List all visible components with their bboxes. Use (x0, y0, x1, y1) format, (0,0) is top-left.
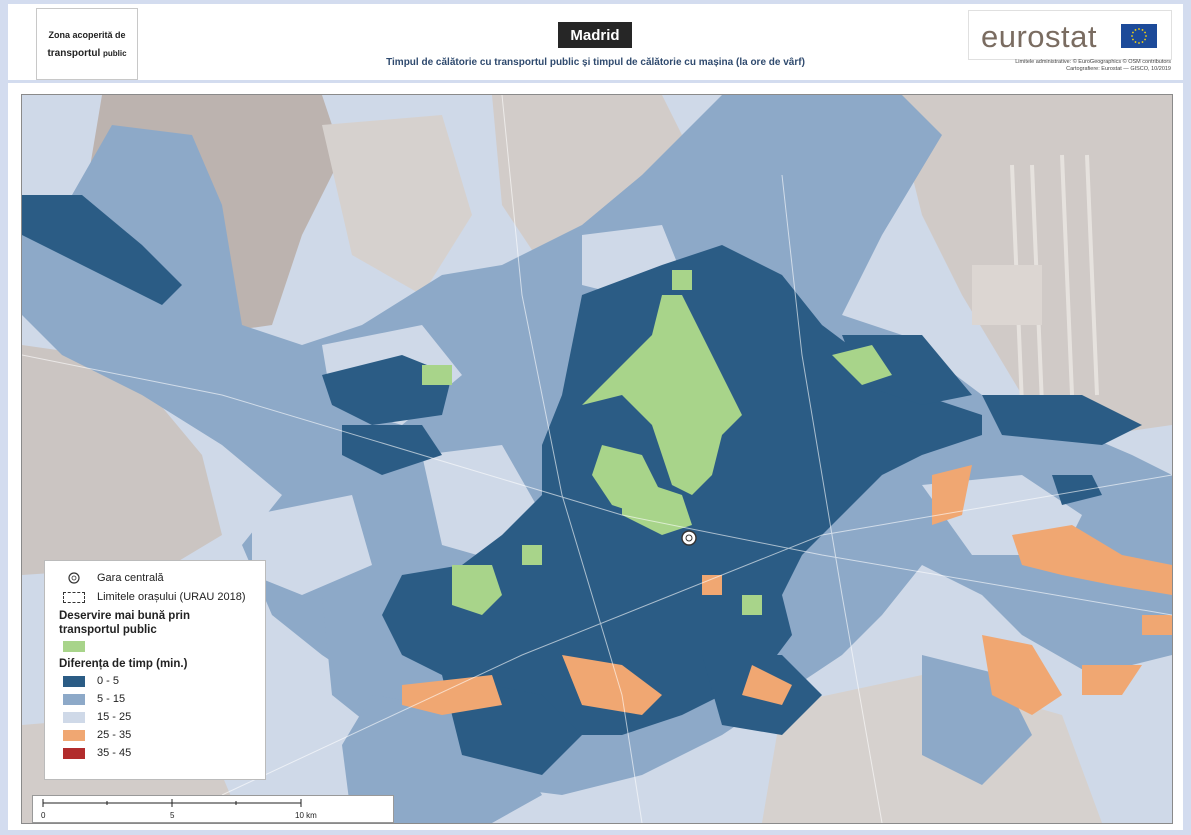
eu-star (1132, 38, 1134, 41)
station-pin-icon[interactable] (681, 530, 697, 546)
zone-line2: transportul public (47, 48, 126, 59)
legend-class-label: 5 - 15 (97, 693, 126, 705)
legend-row-class-0: 0 - 5 (63, 675, 119, 687)
legend-row-class-4: 35 - 45 (63, 747, 131, 759)
eu-star (1141, 41, 1144, 43)
eu-star (1138, 42, 1140, 44)
legend-row-better (63, 641, 97, 652)
legend-class-label: 15 - 25 (97, 711, 132, 723)
airport-runways (972, 154, 1099, 406)
legend-class-label: 35 - 45 (97, 747, 132, 759)
zone-25-35 (402, 465, 1172, 715)
legend-better-title: Deservire mai bună prin transportul publ… (59, 610, 191, 636)
legend-row-class-2: 15 - 25 (63, 711, 131, 723)
map-subtitle: Timpul de călătorie cu transportul publi… (386, 57, 805, 68)
scale-bar-graphic: 0 5 10 km (41, 799, 317, 820)
eu-star (1134, 41, 1137, 43)
class-swatch (63, 747, 85, 759)
eu-star (1141, 29, 1144, 31)
eu-flag-icon (1121, 24, 1157, 48)
eu-star (1134, 29, 1137, 31)
eu-star (1138, 28, 1140, 30)
station-pin-icon (68, 572, 80, 584)
logo-text: eurostat (981, 19, 1098, 54)
legend-class-label: 25 - 35 (97, 729, 132, 741)
legend-diff-title: Diferența de timp (min.) (59, 658, 188, 670)
city-limits-swatch (63, 591, 85, 603)
legend-station-label: Gara centrală (97, 572, 164, 584)
legend-class-label: 0 - 5 (97, 675, 120, 687)
scale-bar: 0 5 10 km (32, 795, 394, 823)
scale-tick-5: 5 (170, 811, 175, 820)
legend-row-class-1: 5 - 15 (63, 693, 125, 705)
map-legend: Gara centrală Limitele orașului (URAU 20… (44, 560, 266, 780)
credits-line2: Cartografiere: Eurostat — GISCO, 10/2019 (1066, 66, 1171, 72)
credits-line1: Limitele administrative: © EuroGeographi… (1015, 59, 1171, 65)
credits: Limitele administrative: © EuroGeographi… (908, 59, 1171, 73)
legend-row-station: Gara centrală (63, 571, 164, 585)
class-swatch (63, 675, 85, 687)
class-swatch (63, 729, 85, 741)
eu-star (1144, 31, 1146, 34)
zone-box: Zona acoperită de transportul public (36, 8, 138, 80)
zone-line2-small: public (103, 48, 127, 58)
scale-tick-0: 0 (41, 811, 46, 820)
road-network (22, 95, 1172, 823)
zone-line1: Zona acoperită de (48, 29, 126, 40)
eu-star (1131, 35, 1133, 37)
eu-star (1132, 31, 1134, 34)
eu-star (1144, 38, 1146, 41)
legend-row-class-3: 25 - 35 (63, 729, 131, 741)
scale-tick-10: 10 km (295, 811, 317, 820)
eu-star (1145, 35, 1147, 37)
legend-row-city-limits: Limitele orașului (URAU 2018) (63, 591, 246, 603)
zone-line2-main: transportul (47, 47, 101, 59)
better-public-transport (422, 270, 892, 615)
better-swatch (63, 641, 85, 652)
eurostat-logo: eurostat (968, 10, 1172, 60)
legend-city-limits-label: Limitele orașului (URAU 2018) (97, 591, 246, 603)
header-panel: Zona acoperită de transportul public Mad… (8, 4, 1183, 80)
class-swatch (63, 693, 85, 705)
class-swatch (63, 711, 85, 723)
city-title: Madrid (558, 22, 632, 48)
